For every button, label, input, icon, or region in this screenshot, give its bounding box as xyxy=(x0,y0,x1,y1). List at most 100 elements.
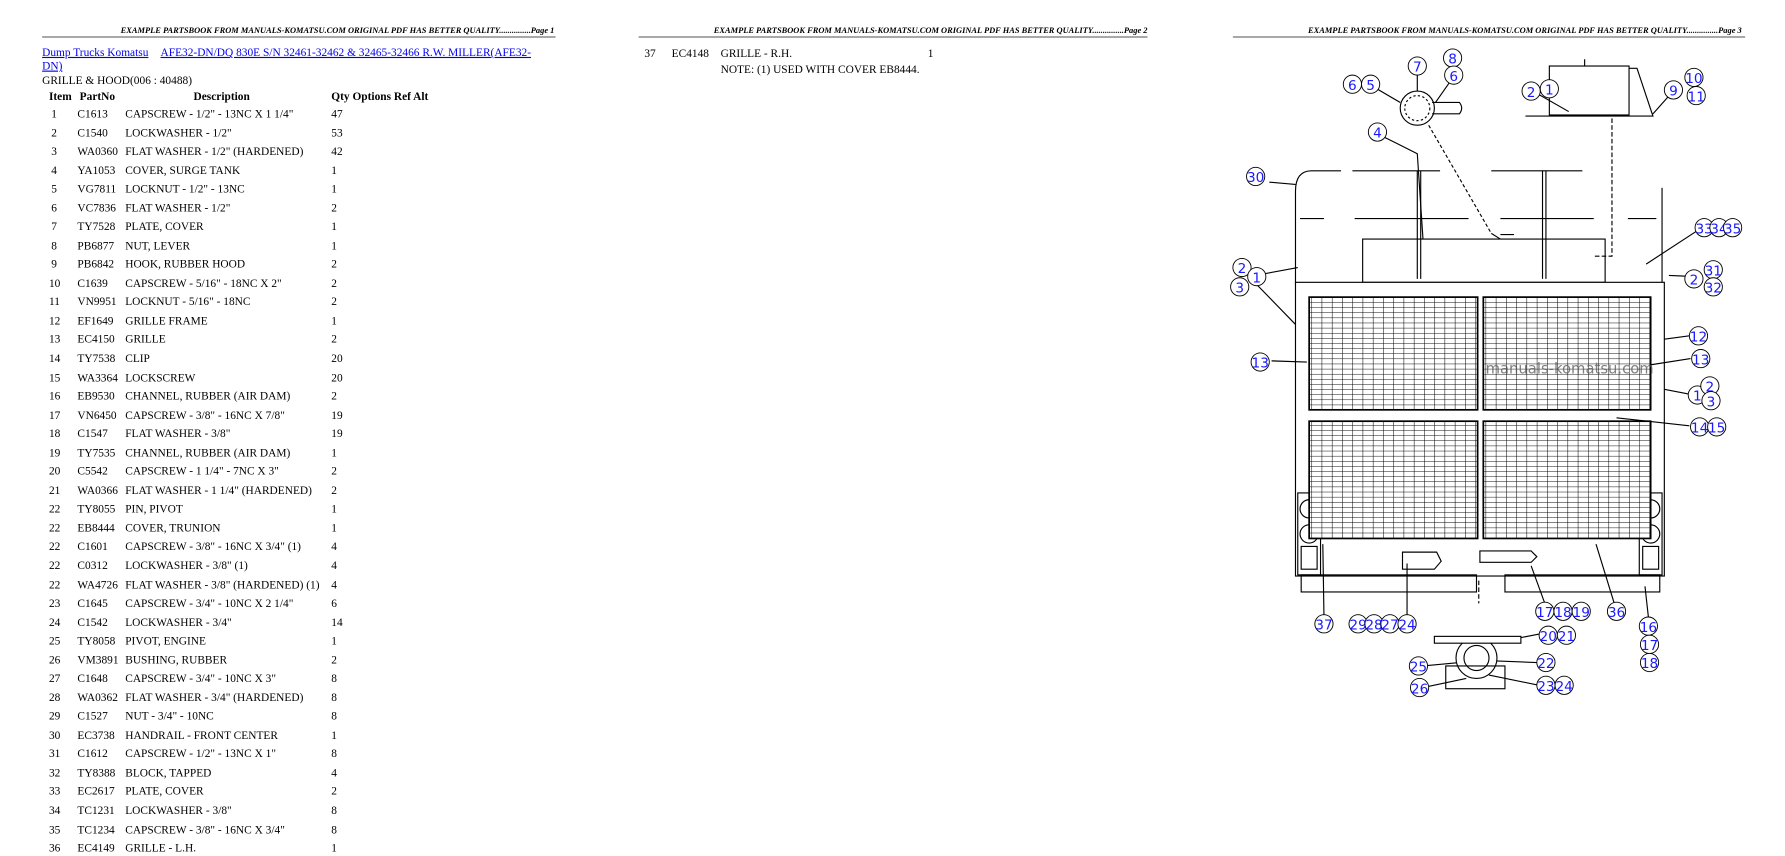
row-partno: VG7811 xyxy=(77,183,117,196)
row-description: FLAT WASHER - 3/4" (HARDENED) xyxy=(125,691,304,705)
svg-text:29: 29 xyxy=(1349,618,1366,634)
row-partno: C1547 xyxy=(77,428,108,441)
row-qty: 1 xyxy=(331,842,337,855)
row-qty: 4 xyxy=(331,767,337,780)
row-item: 5 xyxy=(51,183,57,196)
row-qty: 1 xyxy=(331,315,337,328)
page3-header-rule xyxy=(1232,36,1746,38)
row-description: CAPSCREW - 1 1/4" - 7NC X 3" xyxy=(125,465,279,479)
row-description: CAPSCREW - 3/8" - 16NC X 7/8" xyxy=(125,409,285,422)
row-qty: 2 xyxy=(331,296,337,309)
callout-1: 1 xyxy=(1539,79,1559,98)
svg-text:1: 1 xyxy=(1545,82,1554,98)
row-description: GRILLE FRAME xyxy=(125,315,208,328)
callout-15: 15 xyxy=(1707,417,1727,437)
callout-28: 28 xyxy=(1364,614,1384,634)
row-item: 30 xyxy=(48,729,61,743)
row-qty: 20 xyxy=(331,371,343,385)
callout-6: 6 xyxy=(1444,65,1464,85)
row-description: LOCKWASHER - 3/8" (1) xyxy=(125,560,248,573)
model-link-continued[interactable]: DN) xyxy=(42,60,63,73)
row-qty: 1 xyxy=(331,729,337,743)
row-description: COVER, TRUNION xyxy=(125,522,221,535)
callout-31: 31 xyxy=(1703,260,1723,279)
row-partno: C1542 xyxy=(77,616,108,630)
row-qty: 47 xyxy=(331,108,343,121)
callout-4: 4 xyxy=(1367,122,1388,142)
svg-text:8: 8 xyxy=(1448,52,1457,68)
model-link[interactable]: AFE32-DN/DQ 830E S/N 32461-32462 & 32465… xyxy=(160,46,532,60)
svg-text:23: 23 xyxy=(1537,679,1554,695)
row-qty: 2 xyxy=(331,785,337,799)
callout-9: 9 xyxy=(1663,80,1683,100)
row-item: 22 xyxy=(48,522,61,535)
row-description: HANDRAIL - FRONT CENTER xyxy=(125,729,278,743)
row-item: 9 xyxy=(51,258,57,272)
svg-text:35: 35 xyxy=(1724,221,1741,237)
row-qty: 2 xyxy=(331,484,337,498)
row-qty: 2 xyxy=(331,465,337,479)
callout-18: 18 xyxy=(1639,652,1660,672)
callout-36: 36 xyxy=(1606,601,1627,621)
svg-text:7: 7 xyxy=(1413,60,1422,76)
svg-text:30: 30 xyxy=(1247,170,1264,186)
row-description: LOCKWASHER - 1/2" xyxy=(125,126,232,140)
row-partno: EF1649 xyxy=(77,315,114,328)
callout-8: 8 xyxy=(1443,48,1463,68)
row-qty: 4 xyxy=(331,541,337,554)
svg-text:31: 31 xyxy=(1705,263,1722,279)
svg-text:18: 18 xyxy=(1554,605,1571,621)
svg-text:16: 16 xyxy=(1640,620,1657,636)
row-item: 35 xyxy=(48,823,61,837)
callout-23: 23 xyxy=(1536,675,1556,695)
svg-text:2: 2 xyxy=(1690,273,1699,289)
row-description: NUT - 3/4" - 10NC xyxy=(125,710,214,724)
row-item: 28 xyxy=(48,691,61,705)
category-link[interactable]: Dump Trucks Komatsu xyxy=(42,46,149,60)
svg-text:17: 17 xyxy=(1536,605,1553,621)
row-item: 36 xyxy=(48,842,61,855)
svg-text:36: 36 xyxy=(1608,605,1625,621)
row-qty: 8 xyxy=(331,804,337,818)
row-description: LOCKSCREW xyxy=(125,371,196,385)
svg-text:17: 17 xyxy=(1641,638,1658,654)
callout-17: 17 xyxy=(1535,601,1555,621)
page3-header: EXAMPLE PARTSBOOK FROM MANUALS-KOMATSU.C… xyxy=(1307,25,1742,36)
row-qty: 1 xyxy=(331,164,337,178)
row-partno: WA3364 xyxy=(77,371,118,385)
col-item: Item xyxy=(48,91,72,104)
row-partno: C1639 xyxy=(77,277,108,291)
row-item: 7 xyxy=(51,221,57,234)
callout-5: 5 xyxy=(1361,74,1381,94)
svg-text:24: 24 xyxy=(1555,679,1572,695)
svg-text:2: 2 xyxy=(1527,85,1536,101)
section-title: GRILLE & HOOD(006 : 40488) xyxy=(42,75,192,88)
svg-text:21: 21 xyxy=(1558,629,1575,645)
row-item: 19 xyxy=(48,447,61,460)
row-partno: VN6450 xyxy=(77,409,117,422)
row-item: 22 xyxy=(48,578,61,592)
svg-text:4: 4 xyxy=(1373,126,1382,142)
row-partno: EB8444 xyxy=(77,522,115,535)
row-description: HOOK, RUBBER HOOD xyxy=(125,258,246,272)
row-description: FLAT WASHER - 1/2" (HARDENED) xyxy=(125,145,304,159)
row-description: GRILLE - R.H. xyxy=(720,47,793,61)
row-partno: C1612 xyxy=(77,748,108,761)
callout-13: 13 xyxy=(1691,349,1711,368)
row-item: 22 xyxy=(48,560,61,573)
row-item: 6 xyxy=(51,202,57,215)
row-partno: VM3891 xyxy=(77,654,119,667)
row-qty: 1 xyxy=(331,503,337,517)
row-partno: WA0360 xyxy=(77,145,118,159)
row-partno: TY8388 xyxy=(77,767,116,780)
row-description: CLIP xyxy=(125,352,150,366)
callout-11: 11 xyxy=(1686,86,1706,105)
row-item: 15 xyxy=(48,371,61,385)
col-qty-options-ref-alt: Qty Options Ref Alt xyxy=(331,91,429,104)
row-partno: C1613 xyxy=(77,108,108,121)
row-partno: C5542 xyxy=(77,465,108,479)
svg-text:6: 6 xyxy=(1348,78,1357,94)
col-description: Description xyxy=(193,91,250,104)
svg-text:27: 27 xyxy=(1381,618,1398,634)
